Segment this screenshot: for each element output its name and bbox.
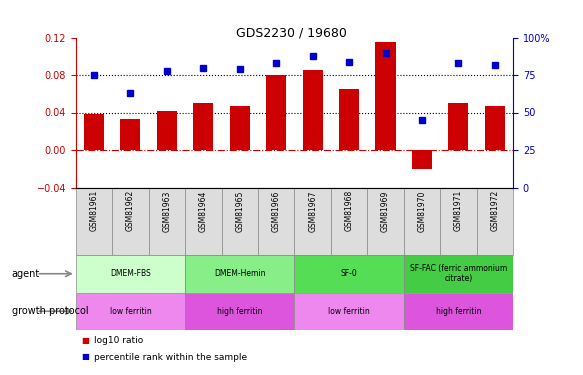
Bar (485, 106, 505, 150)
Bar (76, 255, 185, 292)
Bar (76, 188, 112, 255)
Bar (448, 103, 468, 150)
Text: GSM81961: GSM81961 (90, 190, 99, 231)
Bar (149, 188, 185, 255)
Bar (403, 292, 513, 330)
Bar (375, 42, 395, 150)
Bar (440, 188, 476, 255)
Bar (403, 255, 513, 292)
Text: SF-FAC (ferric ammonium
citrate): SF-FAC (ferric ammonium citrate) (410, 264, 507, 284)
Text: GSM81972: GSM81972 (490, 190, 499, 231)
Bar (185, 188, 222, 255)
Bar (121, 119, 141, 150)
Bar (266, 75, 286, 150)
Text: low ferritin: low ferritin (328, 307, 370, 316)
Text: GSM81970: GSM81970 (417, 190, 426, 232)
Text: GSM81962: GSM81962 (126, 190, 135, 231)
Text: DMEM-FBS: DMEM-FBS (110, 269, 151, 278)
Text: GDS2230 / 19680: GDS2230 / 19680 (236, 26, 347, 39)
Bar (84, 114, 104, 150)
Text: GSM81968: GSM81968 (345, 190, 353, 231)
Text: GSM81969: GSM81969 (381, 190, 390, 232)
Bar (157, 111, 177, 150)
Text: ■: ■ (82, 352, 90, 362)
Bar (76, 292, 185, 330)
Text: GSM81971: GSM81971 (454, 190, 463, 231)
Bar (294, 292, 403, 330)
Bar (412, 150, 432, 169)
Text: percentile rank within the sample: percentile rank within the sample (94, 352, 248, 362)
Text: SF-0: SF-0 (340, 269, 357, 278)
Text: high ferritin: high ferritin (217, 307, 262, 316)
Bar (194, 103, 213, 150)
Bar (258, 188, 294, 255)
Text: GSM81966: GSM81966 (272, 190, 280, 232)
Bar (331, 188, 367, 255)
Text: DMEM-Hemin: DMEM-Hemin (214, 269, 265, 278)
Text: GSM81967: GSM81967 (308, 190, 317, 232)
Text: ■: ■ (82, 336, 90, 345)
Bar (367, 188, 403, 255)
Text: GSM81963: GSM81963 (163, 190, 171, 232)
Bar (476, 188, 513, 255)
Text: agent: agent (12, 269, 40, 279)
Text: GSM81965: GSM81965 (236, 190, 244, 232)
Bar (303, 70, 322, 150)
Bar (339, 89, 359, 150)
Bar (294, 255, 403, 292)
Bar (403, 188, 440, 255)
Text: high ferritin: high ferritin (436, 307, 481, 316)
Text: low ferritin: low ferritin (110, 307, 152, 316)
Text: growth protocol: growth protocol (12, 306, 88, 316)
Bar (230, 106, 250, 150)
Text: log10 ratio: log10 ratio (94, 336, 143, 345)
Bar (185, 292, 294, 330)
Bar (222, 188, 258, 255)
Text: GSM81964: GSM81964 (199, 190, 208, 232)
Bar (112, 188, 149, 255)
Bar (185, 255, 294, 292)
Bar (294, 188, 331, 255)
